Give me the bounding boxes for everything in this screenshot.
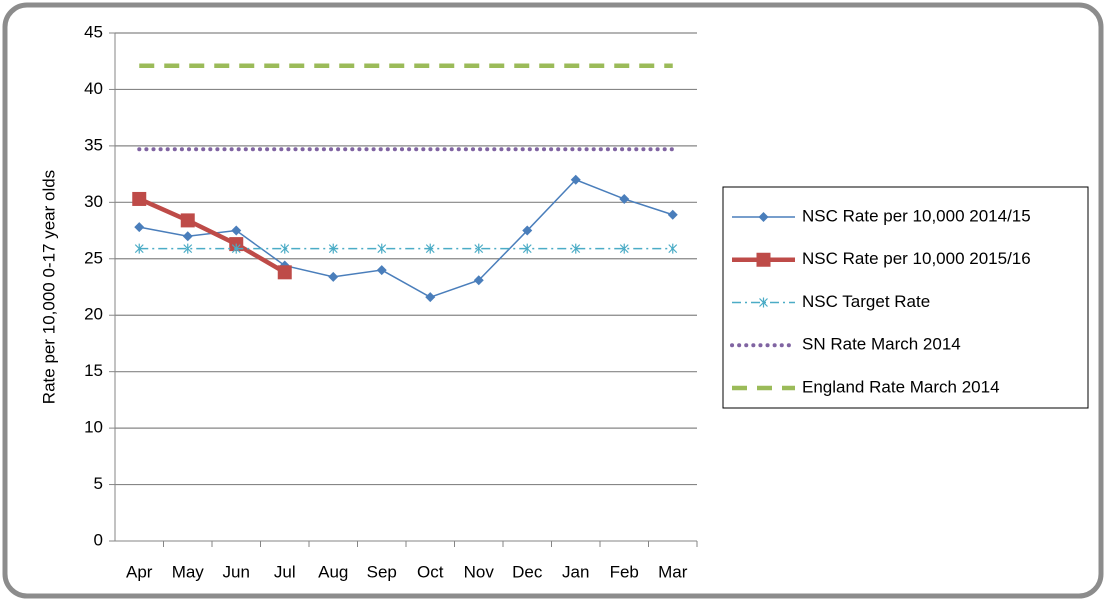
data-point — [473, 275, 484, 286]
data-point — [182, 231, 193, 242]
y-axis-label: Rate per 10,000 0-17 year olds — [39, 170, 58, 404]
y-tick-label: 0 — [94, 530, 103, 549]
x-tick-label: Oct — [417, 562, 444, 581]
x-tick-label: May — [172, 562, 205, 581]
data-point — [328, 271, 339, 282]
data-point — [474, 243, 484, 254]
x-tick-label: Apr — [126, 562, 153, 581]
data-point — [570, 174, 581, 185]
y-tick-label: 30 — [84, 192, 103, 211]
data-point — [619, 243, 629, 254]
data-point — [280, 243, 290, 254]
legend-label: NSC Rate per 10,000 2015/16 — [802, 249, 1031, 268]
data-point — [134, 243, 144, 254]
y-tick-label: 10 — [84, 418, 103, 437]
y-tick-label: 35 — [84, 135, 103, 154]
x-tick-label: Jul — [274, 562, 296, 581]
x-tick-label: Sep — [367, 562, 397, 581]
x-tick-label: Jan — [562, 562, 589, 581]
data-point — [231, 243, 241, 254]
data-point — [667, 209, 678, 220]
data-point — [425, 292, 436, 303]
y-tick-label: 45 — [84, 22, 103, 41]
legend-label: SN Rate March 2014 — [802, 335, 961, 354]
data-point — [132, 191, 147, 206]
y-tick-label: 25 — [84, 248, 103, 267]
legend-label: England Rate March 2014 — [802, 377, 1000, 396]
y-tick-label: 40 — [84, 79, 103, 98]
legend-marker — [758, 212, 769, 222]
legend-label: NSC Target Rate — [802, 292, 930, 311]
legend-box — [722, 186, 1089, 409]
data-point — [425, 243, 435, 254]
data-point — [522, 225, 533, 236]
data-point — [376, 265, 387, 276]
legend-marker — [756, 252, 771, 267]
data-point — [134, 222, 145, 233]
data-point — [328, 243, 338, 254]
data-point — [668, 243, 678, 254]
y-tick-label: 5 — [94, 474, 103, 493]
data-point — [231, 225, 242, 236]
legend-label: NSC Rate per 10,000 2014/15 — [802, 206, 1031, 225]
data-point — [183, 243, 193, 254]
x-tick-label: Nov — [464, 562, 495, 581]
x-tick-label: Feb — [610, 562, 639, 581]
data-point — [277, 265, 292, 280]
x-tick-label: Jun — [223, 562, 250, 581]
x-tick-label: Dec — [512, 562, 543, 581]
data-point — [571, 243, 581, 254]
data-point — [619, 193, 630, 204]
legend-marker — [759, 297, 768, 308]
data-point — [377, 243, 387, 254]
y-tick-label: 15 — [84, 361, 103, 380]
series-line — [139, 178, 673, 298]
data-point — [522, 243, 532, 254]
x-tick-label: Mar — [658, 562, 688, 581]
data-point — [180, 213, 195, 228]
series-line — [138, 196, 286, 275]
y-tick-label: 20 — [84, 305, 103, 324]
x-tick-label: Aug — [318, 562, 348, 581]
